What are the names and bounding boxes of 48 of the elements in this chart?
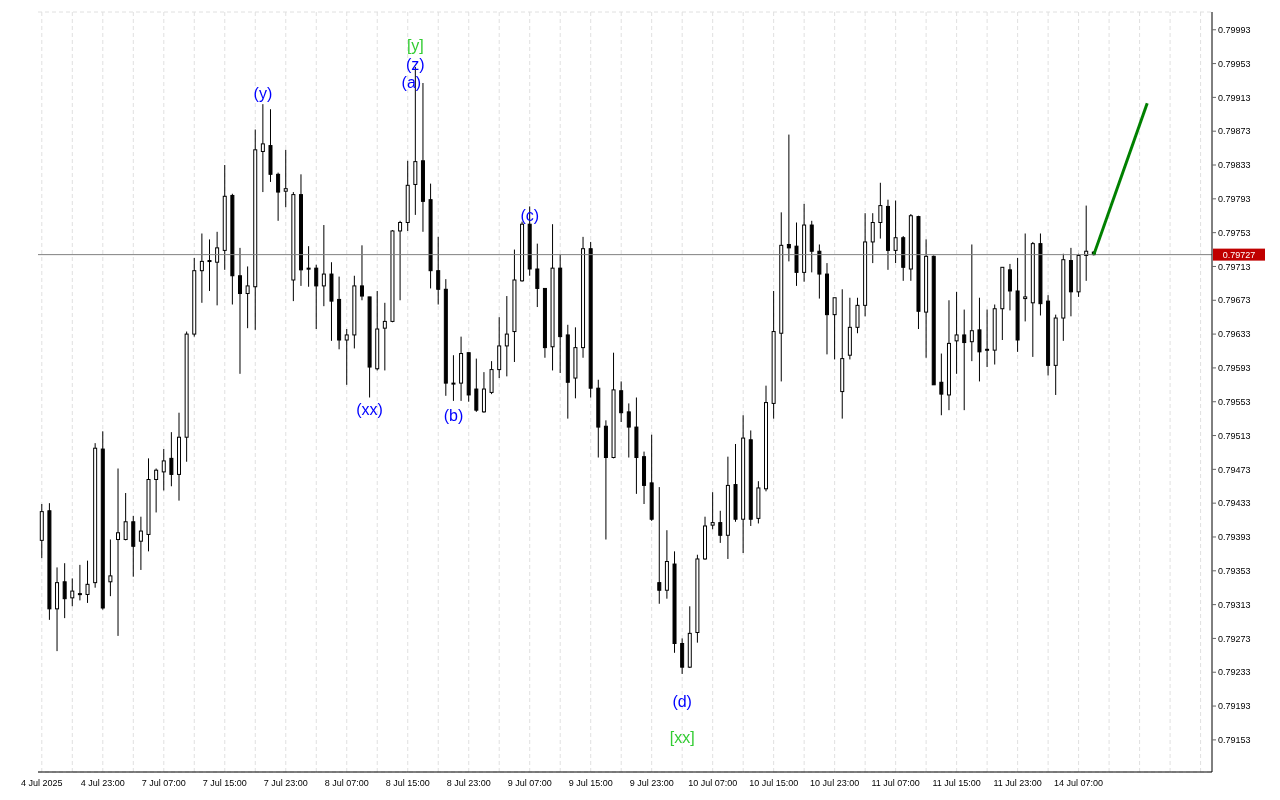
x-tick-label: 7 Jul 23:00 [263, 778, 308, 789]
x-tick-label: 8 Jul 23:00 [446, 778, 491, 789]
x-tick-label: 11 Jul 15:00 [932, 778, 981, 789]
y-tick-label: 0.79513 [1218, 430, 1251, 441]
y-tick-label: 0.79153 [1218, 735, 1251, 746]
x-tick-label: 11 Jul 23:00 [993, 778, 1042, 789]
y-tick-label: 0.79313 [1218, 599, 1251, 610]
y-tick-label: 0.79273 [1218, 633, 1251, 644]
y-tick-label: 0.79593 [1218, 363, 1251, 374]
annotation: (y) [253, 84, 273, 102]
y-tick-label: 0.79473 [1218, 464, 1251, 475]
x-tick-label: 7 Jul 07:00 [141, 778, 186, 789]
x-tick-label: 9 Jul 07:00 [507, 778, 552, 789]
x-tick-label: 14 Jul 07:00 [1054, 778, 1104, 789]
x-tick-label: 7 Jul 15:00 [202, 778, 247, 789]
y-tick-label: 0.79633 [1218, 329, 1251, 340]
y-tick-label: 0.79873 [1218, 126, 1251, 137]
x-tick-label: 4 Jul 23:00 [80, 778, 125, 789]
y-tick-label: 0.79433 [1218, 498, 1251, 509]
x-tick-label: 8 Jul 07:00 [324, 778, 369, 789]
x-tick-label: 8 Jul 15:00 [385, 778, 430, 789]
x-tick-label: 9 Jul 23:00 [629, 778, 674, 789]
annotation: [xx] [669, 729, 695, 747]
y-tick-label: 0.79673 [1218, 295, 1251, 306]
ref-line-label: 0.79727 [1222, 249, 1256, 260]
x-tick-label: 10 Jul 15:00 [749, 778, 799, 789]
annotation: [y] [406, 37, 424, 55]
x-tick-label: 4 Jul 2025 [21, 778, 63, 789]
y-tick-label: 0.79993 [1218, 24, 1251, 35]
y-tick-label: 0.79833 [1218, 160, 1251, 171]
annotation: (xx) [356, 400, 383, 418]
x-tick-label: 10 Jul 23:00 [810, 778, 860, 789]
y-tick-label: 0.79953 [1218, 58, 1251, 69]
y-tick-label: 0.79193 [1218, 701, 1251, 712]
annotation: (b) [443, 407, 464, 425]
y-tick-label: 0.79793 [1218, 194, 1251, 205]
y-tick-label: 0.79753 [1218, 227, 1251, 238]
x-tick-label: 11 Jul 07:00 [871, 778, 920, 789]
x-tick-label: 9 Jul 15:00 [568, 778, 613, 789]
y-tick-label: 0.79233 [1218, 667, 1251, 678]
y-tick-label: 0.79713 [1218, 261, 1251, 272]
y-tick-label: 0.79553 [1218, 396, 1251, 407]
x-tick-label: 10 Jul 07:00 [688, 778, 738, 789]
annotation: (z) [406, 56, 425, 74]
y-tick-label: 0.79913 [1218, 92, 1251, 103]
y-tick-label: 0.79353 [1218, 565, 1251, 576]
annotation: (d) [672, 693, 692, 711]
y-tick-label: 0.79393 [1218, 532, 1251, 543]
